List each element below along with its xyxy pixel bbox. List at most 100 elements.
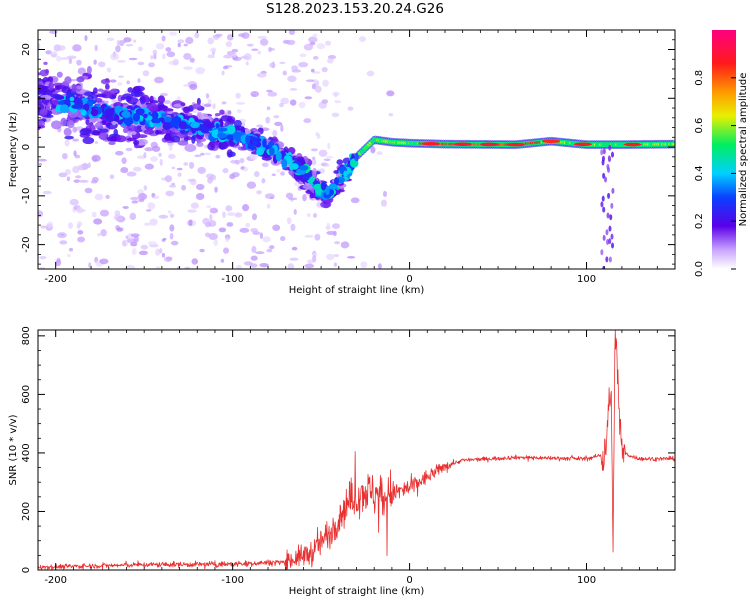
ridge-blob [328,183,338,190]
noise-blob [305,79,315,82]
band-core [671,142,675,146]
noise-blob [167,153,176,159]
ridge-blob [325,186,330,196]
streak-blob [600,149,604,156]
noise-blob [266,203,271,209]
noise-blob [220,258,225,263]
noise-blob [269,196,274,200]
noise-blob [293,208,297,215]
signal-blob [143,129,155,135]
noise-blob [164,175,172,183]
noise-blob [280,124,284,132]
signal-blob [82,137,95,145]
noise-blob [312,213,318,218]
noise-blob [137,46,143,52]
noise-blob [269,48,276,51]
noise-blob [38,210,44,218]
noise-blob [138,250,148,256]
noise-blob [152,145,161,152]
ridge-blob [337,176,345,184]
noise-blob [56,55,62,62]
signal-blob [271,136,278,142]
noise-blob [100,229,107,237]
noise-blob [221,101,227,105]
streak-blob [607,192,611,199]
noise-blob [289,88,298,91]
noise-blob [299,53,307,58]
ridge-blob [143,113,148,119]
ridge-blob [69,96,75,102]
noise-blob [147,241,158,246]
noise-blob [225,41,233,47]
streak-blob [602,172,606,179]
noise-blob [158,152,162,157]
ridge-blob [226,134,234,140]
noise-blob [234,212,243,218]
noise-blob [183,162,189,166]
noise-blob [267,91,278,97]
noise-blob [113,214,123,221]
streak-blob [608,256,612,263]
signal-blob [82,91,95,96]
noise-blob [121,157,127,165]
ridge-blob [71,104,81,109]
signal-blob [71,83,77,92]
streak-blob [611,187,615,194]
spectrogram-xtick-label: 100 [577,274,596,285]
noise-blob [195,183,205,191]
signal-blob [72,126,78,133]
noise-blob [77,164,87,171]
noise-blob [325,40,332,46]
ridge-blob [226,124,236,135]
noise-blob [289,257,299,261]
colorbar-tick-label: 0.4 [694,165,705,181]
noise-blob [128,57,138,61]
signal-blob [133,140,140,146]
noise-blob [245,222,251,228]
signal-blob [127,97,139,105]
ridge-blob [217,127,228,132]
ridge-blob [343,170,348,177]
ridge-blob [189,121,200,129]
noise-blob [51,51,58,58]
noise-blob [239,227,250,233]
noise-blob [152,195,160,200]
snr-xlabel: Height of straight line (km) [289,586,425,597]
noise-blob [131,248,137,255]
streak-blob [606,271,609,277]
noise-blob [347,256,356,259]
ridge-blob [174,115,180,125]
noise-blob [115,45,121,53]
noise-blob [110,53,120,61]
noise-blob [106,67,112,73]
noise-blob [298,61,309,68]
noise-blob [58,172,68,178]
signal-blob [106,136,118,142]
noise-blob [155,248,161,256]
noise-blob [279,61,286,65]
noise-blob [202,217,210,225]
noise-blob [143,152,147,159]
noise-blob [150,156,158,162]
snr-ylabel: SNR (10 * v/v) [8,414,19,485]
signal-blob [100,78,111,85]
signal-blob [185,136,193,141]
noise-blob [143,222,151,227]
ridge-blob [81,109,87,116]
noise-blob [266,106,271,111]
noise-blob [285,192,294,199]
noise-blob [126,80,130,85]
ridge-blob [289,163,299,170]
noise-blob [311,158,317,166]
snr-xtick-label: -200 [44,575,67,586]
colorbar-tick-label: 0.0 [694,261,705,277]
noise-blob [302,194,307,202]
noise-blob [380,199,388,207]
noise-blob [177,172,182,177]
streak-blob [611,281,614,287]
noise-blob [266,248,273,253]
signal-blob [136,138,148,146]
snr-ytick-label: 800 [21,326,32,345]
noise-blob [161,252,166,258]
